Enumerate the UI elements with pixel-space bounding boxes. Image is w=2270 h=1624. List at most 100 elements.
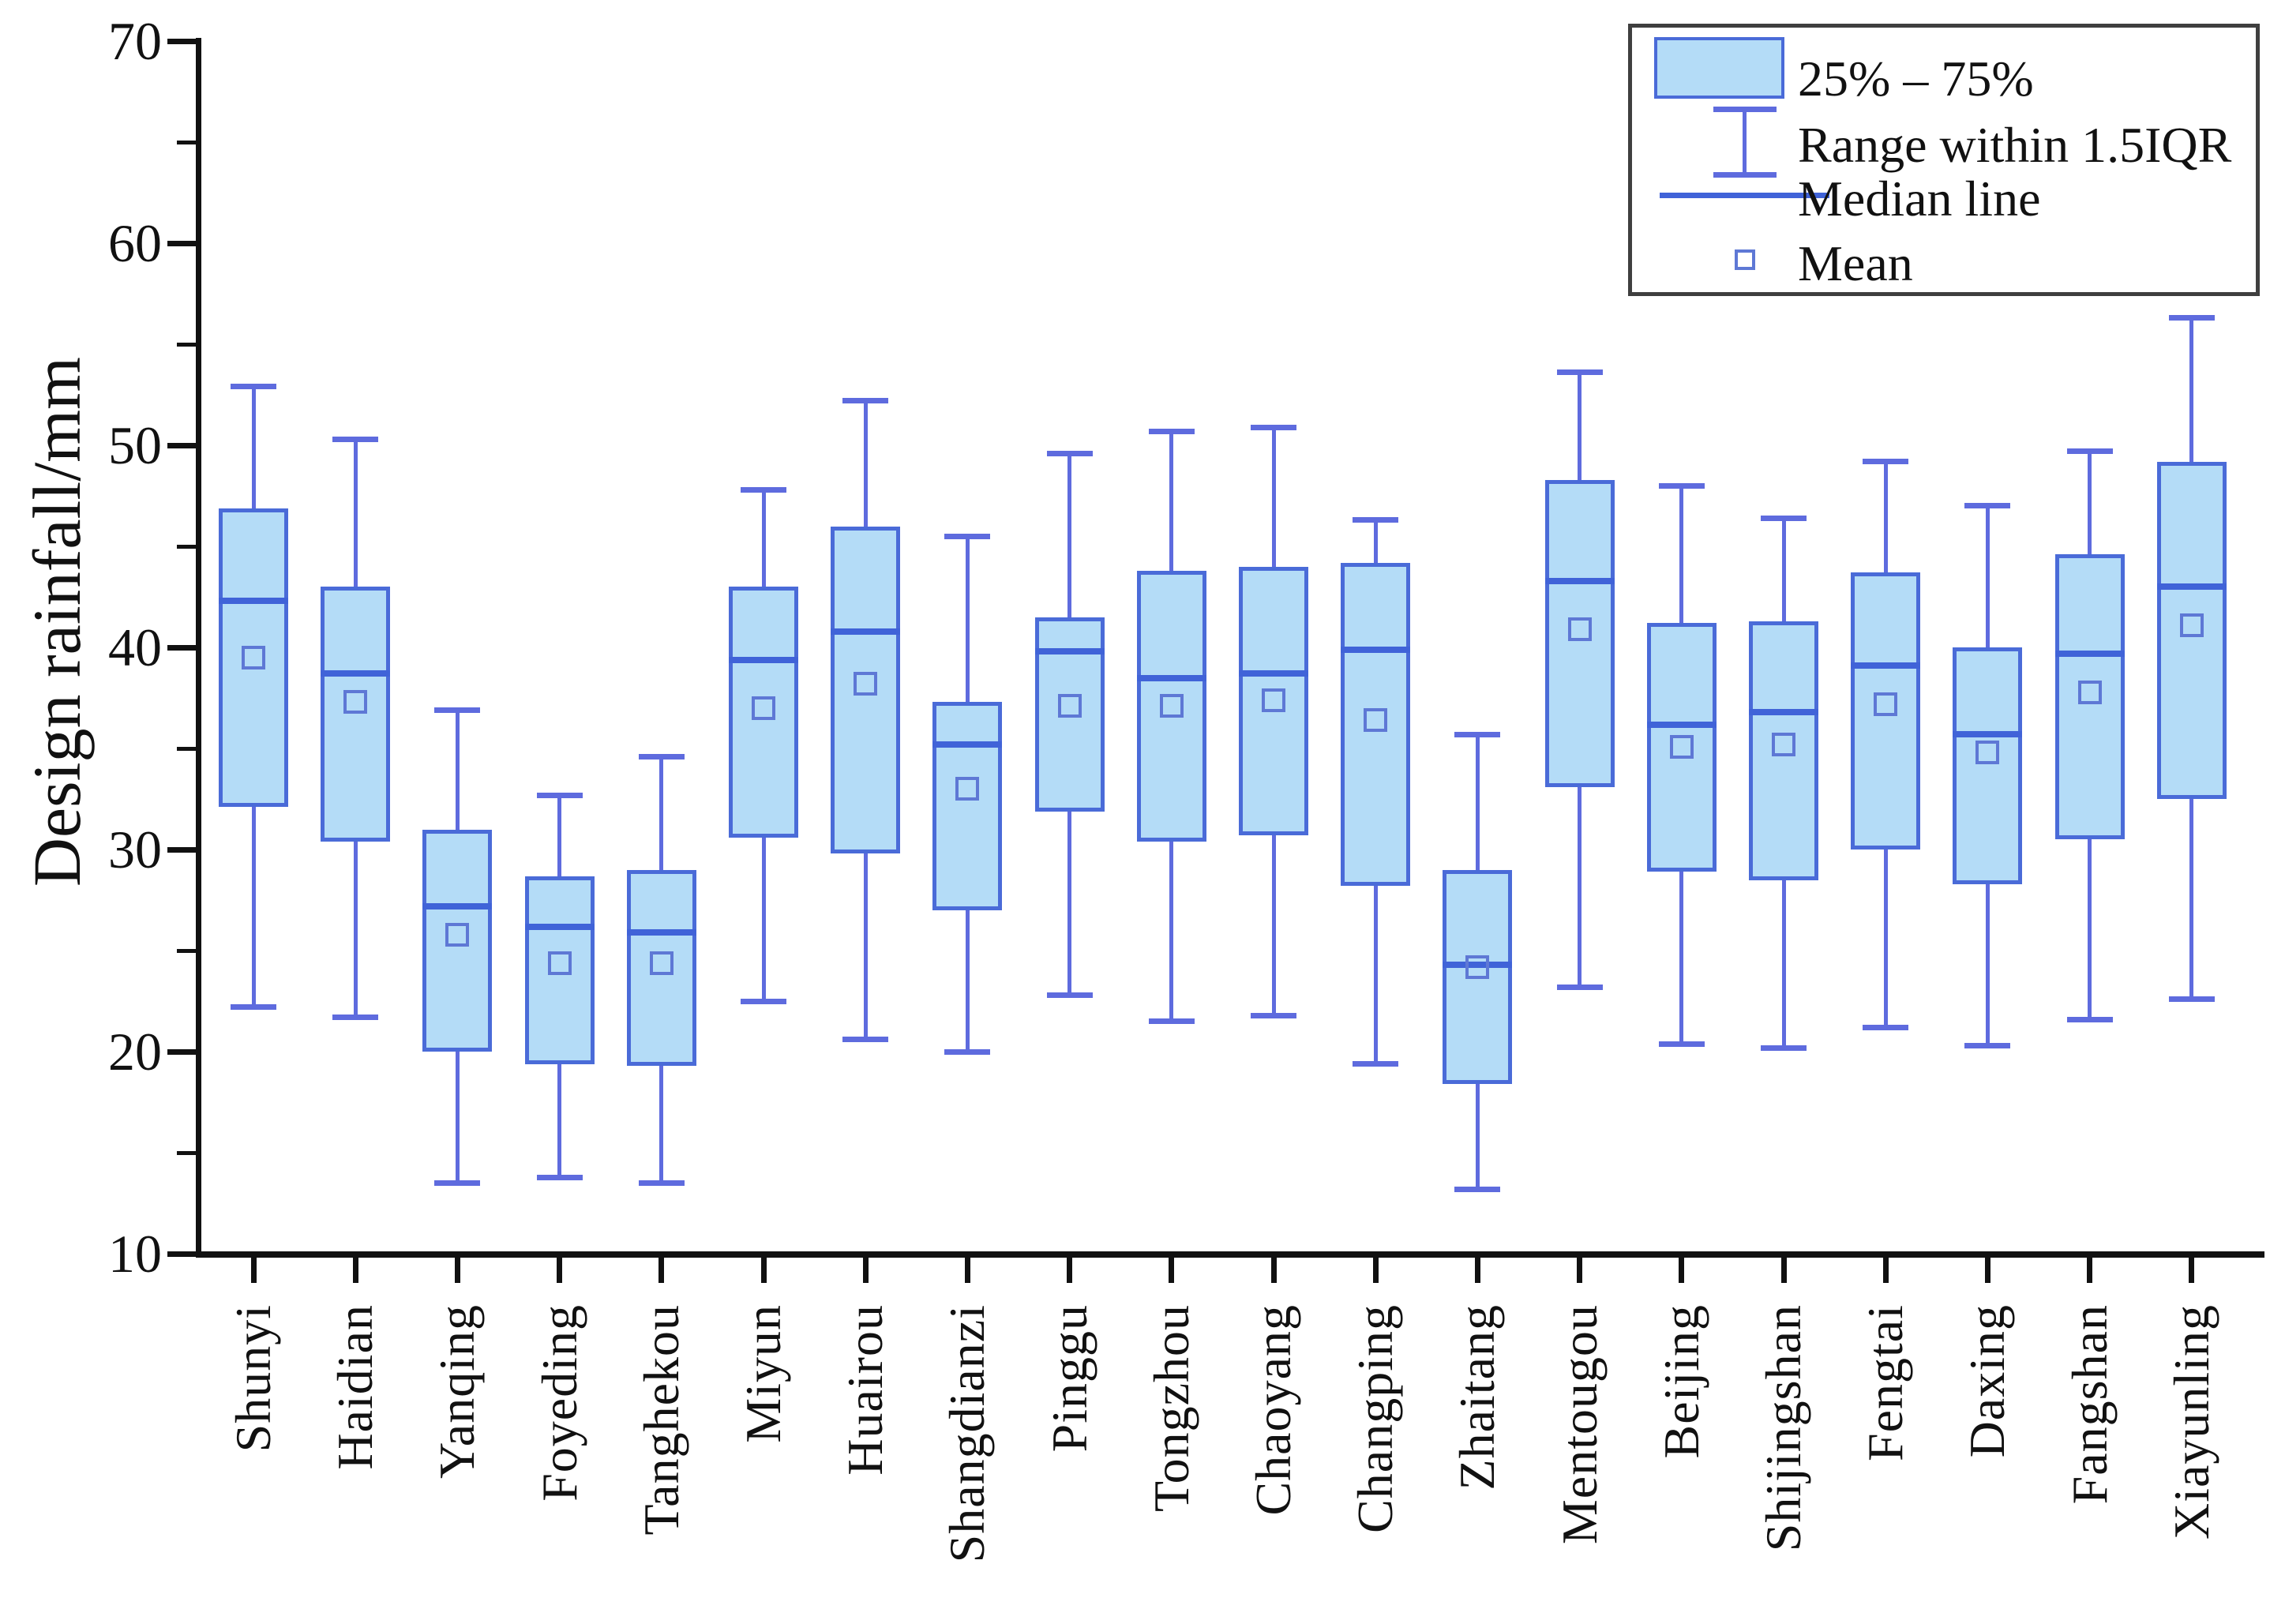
box-fangshan [2054, 554, 2125, 840]
box-xiayunling [2156, 461, 2227, 800]
x-tick-label-tanghekou: Tanghekou [632, 1304, 689, 1536]
x-tick-daxing [1984, 1258, 1990, 1283]
x-tick-label-tongzhou: Tongzhou [1143, 1304, 1199, 1513]
mean-marker [649, 951, 673, 975]
y-tick-label-60: 60 [108, 213, 162, 274]
box-shijingshan [1749, 621, 1818, 880]
median-line [1646, 721, 1717, 728]
whisker-cap-top [536, 792, 583, 798]
median-line [1443, 962, 1513, 969]
x-tick-label-zhaitang: Zhaitang [1449, 1304, 1506, 1491]
y-major-tick-30 [167, 846, 197, 853]
median-line [932, 741, 1003, 748]
x-tick-xiayunling [2189, 1258, 2195, 1283]
median-line [422, 902, 493, 910]
x-tick-beijing [1679, 1258, 1685, 1283]
box-mentougou [1544, 479, 1615, 787]
x-tick-label-daxing: Daxing [1959, 1304, 2016, 1458]
box-fengtai [1851, 572, 1921, 850]
y-tick-label-10: 10 [108, 1224, 162, 1285]
whisker-cap-top [741, 486, 786, 493]
x-tick-haidian [352, 1258, 358, 1283]
mean-marker [1465, 955, 1490, 979]
median-line [2156, 583, 2227, 591]
whisker-cap-top [1148, 428, 1195, 434]
x-tick-label-xiayunling: Xiayunling [2163, 1304, 2219, 1540]
whisker-cap-bottom [638, 1180, 685, 1187]
whisker-cap-bottom [231, 1004, 276, 1011]
box-beijing [1646, 623, 1717, 872]
x-tick-label-huairou: Huairou [837, 1304, 894, 1476]
box-daxing [1953, 647, 2023, 884]
whisker-cap-bottom [332, 1015, 379, 1021]
whisker-cap-top [1761, 515, 1807, 521]
median-line [626, 929, 696, 936]
y-minor-tick-25 [177, 948, 197, 953]
median-line [1136, 674, 1206, 681]
median-line [219, 598, 288, 605]
y-major-tick-40 [167, 644, 197, 651]
mean-marker [445, 922, 470, 947]
x-tick-label-miyun: Miyun [735, 1304, 791, 1443]
x-axis-spine [196, 1251, 2264, 1258]
whisker-cap-top [434, 707, 481, 714]
whisker-cap-top [332, 436, 379, 442]
median-line [1749, 709, 1818, 716]
x-tick-chaoyang [1270, 1258, 1277, 1283]
legend-label-median: Median line [1798, 171, 2041, 227]
whisker-cap-top [638, 753, 685, 759]
x-tick-tanghekou [658, 1258, 665, 1283]
mean-marker [1262, 688, 1285, 712]
box-tongzhou [1136, 570, 1206, 842]
mean-marker [1874, 692, 1898, 716]
median-line [831, 628, 901, 635]
x-tick-mentougou [1577, 1258, 1583, 1283]
median-line [1851, 662, 1921, 669]
legend: 25% – 75% Range within 1.5IQR Median lin… [1628, 24, 2260, 296]
mean-marker [2179, 613, 2204, 638]
x-tick-foyeding [557, 1258, 563, 1283]
y-major-tick-70 [167, 38, 197, 44]
box-tanghekou [626, 869, 696, 1067]
whisker-cap-bottom [2168, 996, 2215, 1003]
x-tick-label-shijingshan: Shijingshan [1755, 1304, 1811, 1552]
whisker-cap-top [1251, 424, 1296, 430]
legend-label-mean: Mean [1798, 235, 1913, 291]
y-minor-tick-35 [177, 746, 197, 751]
x-tick-shangdianzi [964, 1258, 970, 1283]
whisker-cap-bottom [2066, 1016, 2113, 1022]
x-tick-yanqing [454, 1258, 460, 1283]
whisker-cap-top [1863, 459, 1909, 465]
x-tick-label-haidian: Haidian [327, 1304, 384, 1470]
y-major-tick-60 [167, 240, 197, 246]
whisker-cap-top [842, 398, 889, 404]
x-tick-label-yanqing: Yanqing [429, 1304, 486, 1479]
median-line [321, 670, 391, 677]
x-tick-fengtai [1882, 1258, 1889, 1283]
x-tick-fangshan [2087, 1258, 2093, 1283]
whisker-cap-bottom [1964, 1043, 2011, 1049]
box-foyeding [524, 876, 595, 1064]
y-minor-tick-15 [177, 1150, 197, 1155]
x-tick-label-fengtai: Fengtai [1857, 1304, 1914, 1461]
x-tick-tongzhou [1169, 1258, 1175, 1283]
whisker-cap-bottom [842, 1037, 889, 1043]
legend-box-swatch [1654, 37, 1784, 99]
x-tick-label-beijing: Beijing [1653, 1304, 1709, 1459]
whisker-cap-top [1454, 731, 1501, 737]
whisker-cap-bottom [1658, 1041, 1705, 1047]
whisker-cap-bottom [536, 1174, 583, 1180]
box-haidian [321, 587, 391, 842]
whisker-cap-top [2066, 448, 2113, 455]
mean-marker [2077, 680, 2102, 704]
mean-marker [1669, 734, 1694, 759]
whisker-cap-bottom [1046, 992, 1093, 999]
whisker-cap-bottom [434, 1180, 481, 1187]
legend-mean-icon [1735, 249, 1755, 270]
whisker-cap-top [2168, 315, 2215, 321]
legend-whisker-cap-bottom-icon [1713, 172, 1777, 178]
whisker-cap-top [1353, 517, 1399, 523]
x-tick-label-mentougou: Mentougou [1551, 1304, 1608, 1545]
x-tick-label-fangshan: Fangshan [2061, 1304, 2118, 1505]
whisker-cap-top [944, 533, 991, 539]
